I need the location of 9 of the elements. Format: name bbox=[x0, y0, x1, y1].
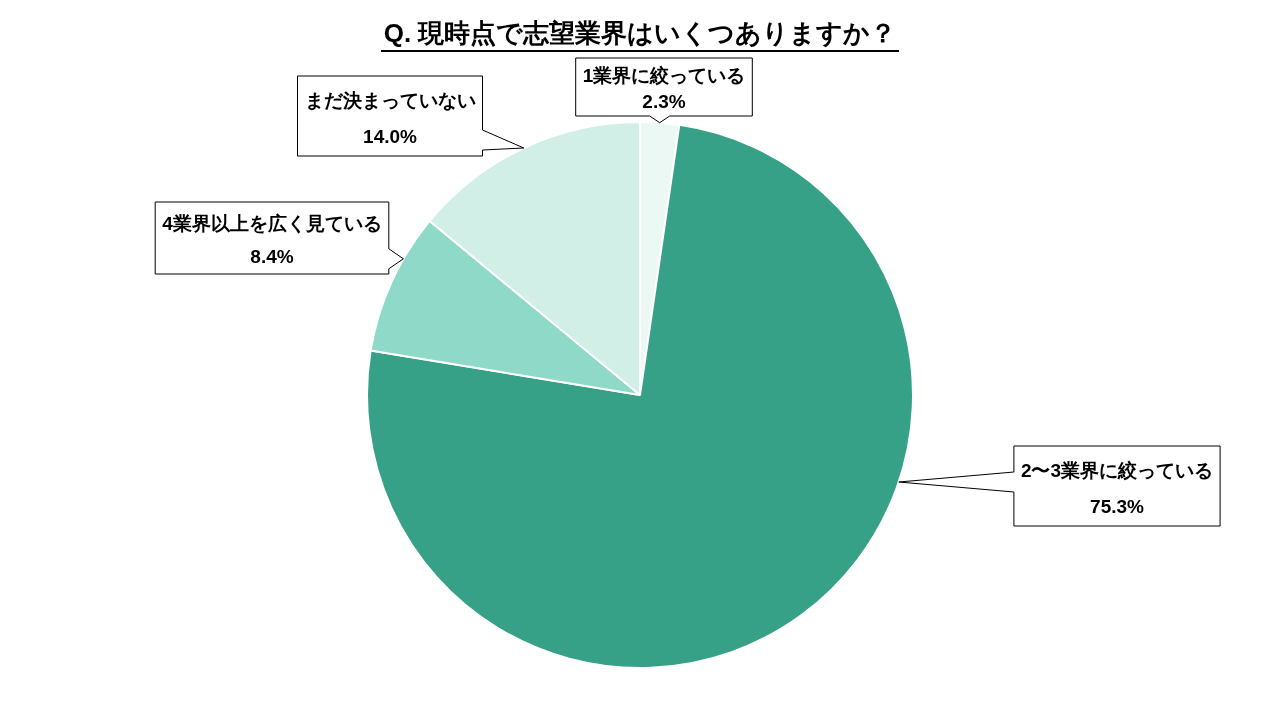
slice-label: 1業界に絞っている bbox=[582, 64, 746, 86]
slice-label: 4業界以上を広く見ている bbox=[162, 213, 382, 235]
slice-label: 2〜3業界に絞っている bbox=[1020, 459, 1214, 481]
data-label: 14.0% bbox=[363, 125, 418, 147]
data-label: 2.3% bbox=[642, 91, 686, 112]
slice-label: まだ決まっていない bbox=[304, 89, 476, 111]
data-label: 75.3% bbox=[1090, 495, 1145, 517]
chart-title: Q. 現時点で志望業界はいくつありますか？ bbox=[380, 17, 900, 52]
data-label: 8.4% bbox=[250, 245, 294, 267]
